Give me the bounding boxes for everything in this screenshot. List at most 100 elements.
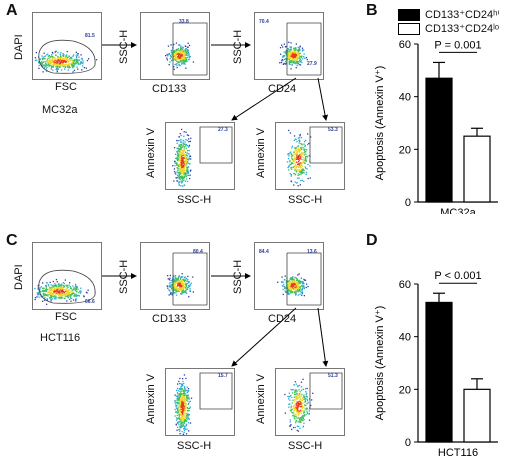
density-point [175, 53, 177, 56]
density-point [75, 51, 77, 53]
density-point [186, 423, 188, 425]
density-point [294, 409, 296, 411]
density-point [287, 58, 289, 60]
density-point [301, 281, 303, 283]
density-point [48, 290, 50, 292]
density-point [301, 168, 304, 171]
density-point [289, 60, 292, 62]
density-point [305, 392, 308, 394]
density-point [50, 291, 52, 294]
density-point [169, 286, 171, 288]
density-point [285, 281, 287, 283]
density-point [298, 56, 300, 58]
density-point [296, 153, 298, 155]
density-point [293, 184, 295, 186]
density-point [300, 419, 302, 422]
density-point [180, 388, 182, 390]
density-point [281, 44, 283, 46]
density-point [183, 63, 185, 65]
density-point [49, 287, 51, 289]
density-point [38, 61, 40, 63]
density-point [186, 150, 189, 152]
density-point [297, 413, 300, 416]
density-point [283, 285, 286, 288]
density-point [182, 282, 185, 284]
density-point [174, 162, 176, 164]
density-point [298, 47, 301, 49]
density-point [65, 58, 67, 60]
density-point [184, 56, 186, 58]
density-point [177, 61, 179, 63]
density-point [307, 133, 309, 135]
density-point [184, 396, 186, 399]
density-point [301, 47, 304, 49]
density-point [296, 290, 298, 292]
density-point [43, 290, 46, 292]
density-point [37, 288, 39, 290]
density-point [50, 284, 52, 286]
density-point [183, 162, 185, 165]
density-point [79, 290, 81, 292]
density-point [184, 162, 186, 164]
density-point [67, 59, 69, 62]
density-point [300, 421, 302, 423]
density-point [297, 408, 299, 410]
density-point [176, 419, 178, 421]
density-point [178, 289, 180, 291]
density-point [289, 46, 291, 48]
density-point [169, 290, 171, 292]
density-point [306, 149, 308, 151]
density-point [182, 290, 184, 292]
density-point [303, 56, 305, 58]
density-point [54, 56, 56, 59]
density-point [301, 61, 303, 64]
density-point [304, 160, 306, 162]
density-point [290, 395, 292, 397]
density-point [180, 141, 182, 143]
density-point [39, 58, 41, 60]
density-point [182, 161, 184, 164]
density-point [300, 419, 302, 421]
density-point [58, 293, 60, 295]
density-point [289, 54, 292, 56]
density-point [185, 288, 187, 290]
density-point [182, 393, 184, 395]
gate-value-a3-right: 27.9 [307, 61, 317, 67]
density-point [166, 54, 168, 56]
density-point [58, 295, 60, 297]
density-point [289, 421, 291, 423]
density-point [303, 411, 305, 414]
density-point [53, 63, 55, 65]
density-point [182, 166, 184, 168]
density-point [60, 297, 62, 299]
density-point [298, 279, 300, 281]
density-point [291, 402, 293, 404]
density-point [52, 57, 54, 59]
density-point [55, 284, 57, 286]
density-point [51, 65, 53, 68]
density-point [300, 399, 302, 401]
density-point [180, 286, 182, 288]
density-point [304, 141, 306, 143]
density-point [177, 395, 179, 397]
density-point [183, 173, 185, 175]
density-point [182, 407, 184, 409]
density-point [180, 408, 182, 411]
density-point [183, 425, 185, 427]
density-point [77, 68, 79, 70]
density-point [287, 52, 290, 54]
density-point [183, 429, 186, 432]
density-point [295, 49, 297, 51]
density-point [291, 428, 293, 431]
density-point [180, 284, 182, 286]
density-point [187, 407, 189, 409]
density-point [300, 411, 302, 413]
density-point [77, 59, 79, 61]
density-point [176, 174, 179, 176]
density-point [295, 399, 297, 401]
density-point [192, 61, 195, 63]
density-point [181, 404, 184, 406]
density-point [297, 50, 299, 52]
density-point [185, 405, 187, 407]
density-point [299, 427, 301, 429]
